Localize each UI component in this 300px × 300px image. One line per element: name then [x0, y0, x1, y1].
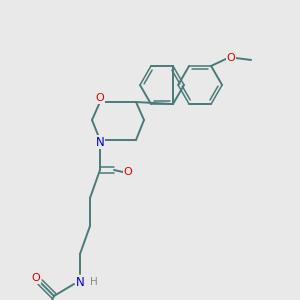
Text: N: N: [96, 136, 104, 148]
Text: H: H: [90, 277, 98, 287]
Text: O: O: [32, 273, 40, 283]
Text: N: N: [76, 275, 84, 289]
Text: O: O: [96, 93, 104, 103]
Text: O: O: [124, 167, 132, 177]
Text: O: O: [227, 53, 236, 63]
